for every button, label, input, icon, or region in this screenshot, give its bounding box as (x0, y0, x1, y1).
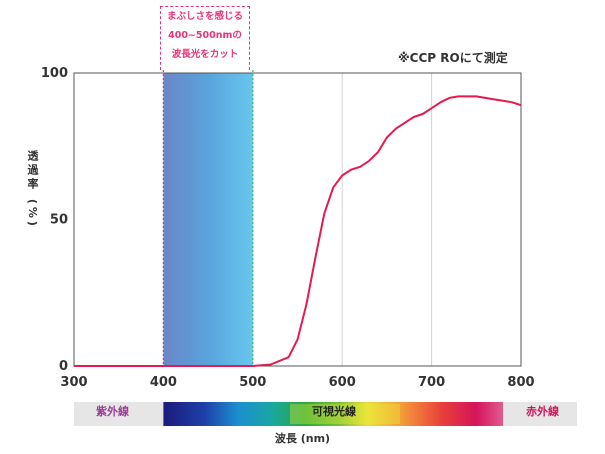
cut-range-callout: まぶしさを感じる 400~500nmの 波長光をカット (160, 6, 250, 70)
callout-line-1: まぶしさを感じる (166, 11, 243, 22)
visible-label-glow (290, 404, 400, 424)
x-tick-300: 300 (60, 375, 87, 390)
ir-label: 赤外線 (526, 405, 559, 418)
y-axis-label: 透過率 (%) (26, 150, 39, 229)
callout-line-2: 400~500nmの (168, 30, 242, 41)
uv-label: 紫外線 (96, 405, 129, 418)
transmittance-line-0 (74, 95, 522, 367)
y-tick-0: 0 (59, 359, 68, 374)
x-tick-700: 700 (418, 375, 445, 390)
visible-light-label: 可視光線 (312, 405, 356, 418)
y-tick-50: 50 (50, 213, 68, 228)
plot-frame (73, 72, 522, 367)
visible-spectrum-segment (163, 402, 504, 426)
y-tick-100: 100 (41, 66, 68, 81)
x-axis-label: 波長 (nm) (274, 432, 331, 445)
x-tick-800: 800 (507, 375, 534, 390)
ir-segment (503, 402, 577, 426)
callout-line-3: 波長光をカット (171, 49, 239, 60)
x-tick-400: 400 (150, 375, 177, 390)
cut-band (163, 73, 253, 366)
measurement-note: ※CCP ROにて測定 (398, 51, 508, 65)
x-tick-500: 500 (239, 375, 266, 390)
x-tick-600: 600 (329, 375, 356, 390)
uv-segment (74, 402, 164, 426)
